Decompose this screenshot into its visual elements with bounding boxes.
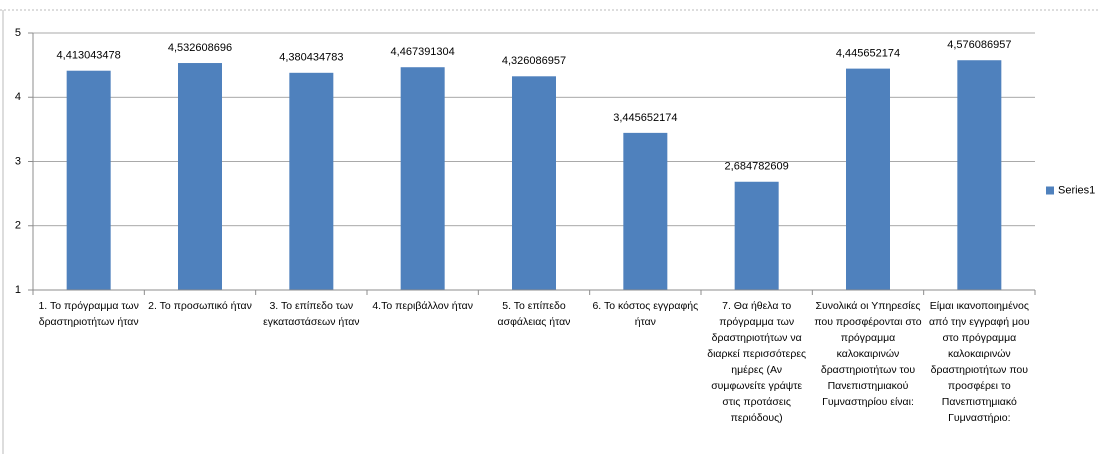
- y-tick-label: 5: [15, 27, 21, 39]
- x-tick-label: 5. Το επίπεδο ασφάλειας ήταν: [497, 300, 571, 328]
- y-tick-label: 3: [15, 155, 21, 167]
- data-label: 4,445652174: [836, 48, 900, 60]
- bar: [66, 70, 111, 290]
- x-tick-label: 6. Το κόστος εγγραφής ήταν: [592, 300, 699, 328]
- x-tick-label: Συνολικά οι Υπηρεσίες που προσφέρονται σ…: [814, 300, 922, 408]
- bar: [623, 132, 668, 290]
- data-label: 4,413043478: [57, 50, 121, 62]
- data-label: 4,532608696: [168, 42, 232, 54]
- bar: [846, 68, 890, 290]
- x-tick-label: 1. Το πρόγραμμα των δραστηριοτήτων ήταν: [38, 300, 139, 328]
- x-tick-label: 4.Το περιβάλλον ήταν: [372, 300, 473, 312]
- bar: [957, 60, 1002, 290]
- bar: [512, 76, 556, 290]
- bar: [400, 67, 445, 290]
- bar: [734, 181, 779, 290]
- data-label: 4,326086957: [502, 55, 566, 67]
- data-label: 3,445652174: [613, 112, 677, 124]
- legend-swatch: [1046, 186, 1054, 195]
- y-tick-label: 2: [15, 220, 21, 232]
- y-tick-label: 1: [15, 284, 21, 296]
- bar: [178, 63, 222, 290]
- data-label: 2,684782609: [725, 161, 789, 173]
- data-label: 4,380434783: [279, 52, 343, 64]
- x-tick-label: 2. Το προσωπικό ήταν: [148, 300, 252, 312]
- x-tick-label: 7. Θα ήθελα το πρόγραμμα των δραστηριοτή…: [707, 300, 807, 424]
- legend-label: Series1: [1058, 184, 1095, 196]
- x-tick-label: Είμαι ικανοποιημένος από την εγγραφή μου…: [928, 300, 1030, 424]
- y-tick-label: 4: [15, 91, 21, 103]
- data-label: 4,576086957: [947, 39, 1011, 51]
- data-label: 4,467391304: [391, 46, 455, 58]
- bar: [289, 72, 334, 290]
- x-tick-label: 3. Το επίπεδο των εγκαταστάσεων ήταν: [263, 300, 360, 328]
